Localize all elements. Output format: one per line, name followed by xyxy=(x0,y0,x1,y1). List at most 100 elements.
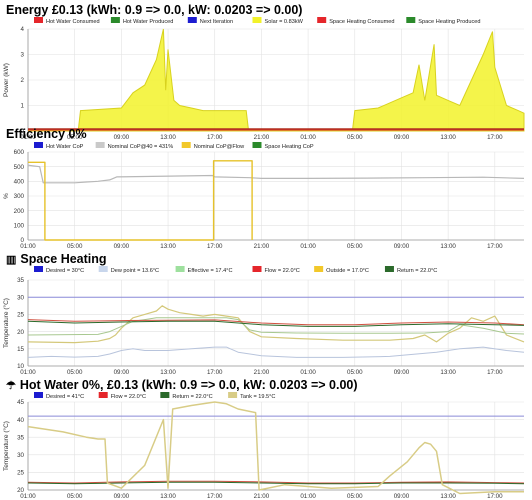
y-tick-label: 0 xyxy=(21,128,25,135)
x-tick-label: 09:00 xyxy=(114,134,130,140)
legend-swatch xyxy=(34,266,43,272)
x-tick-label: 17:00 xyxy=(207,493,223,500)
series-line xyxy=(27,164,525,184)
legend-label: Desired = 41°C xyxy=(46,394,84,400)
x-tick-label: 09:00 xyxy=(394,369,410,374)
series-line xyxy=(27,305,525,344)
y-tick-label: 35 xyxy=(17,277,24,284)
energy-title: Energy £0.13 (kWh: 0.9 => 0.0, kW: 0.020… xyxy=(6,3,303,17)
x-tick-label: 09:00 xyxy=(394,243,410,250)
y-tick-label: 4 xyxy=(21,26,25,33)
efficiency-chart: Hot Water CoP Nominal CoP@40 = 431% Nomina… xyxy=(3,142,525,250)
legend: Hot Water CoP Nominal CoP@40 = 431% Nomina… xyxy=(34,142,314,150)
x-tick-label: 05:00 xyxy=(347,493,363,500)
y-tick-label: 1 xyxy=(21,103,25,110)
series-line xyxy=(27,346,525,358)
legend-swatch xyxy=(98,266,108,272)
legend-swatch xyxy=(181,142,191,148)
legend-swatch xyxy=(252,142,262,148)
legend-item: Effective = 17.4°C xyxy=(175,266,233,274)
legend-label: Desired = 30°C xyxy=(46,268,84,274)
legend-swatch xyxy=(252,266,262,272)
radiator-icon: ▥ xyxy=(6,254,17,266)
x-tick-label: 01:00 xyxy=(300,369,316,374)
x-tick-label: 17:00 xyxy=(487,493,503,500)
legend-swatch xyxy=(228,392,238,398)
legend-swatch xyxy=(384,266,394,272)
x-tick-label: 17:00 xyxy=(487,134,503,140)
y-tick-label: 400 xyxy=(14,179,25,186)
series-line xyxy=(27,319,525,326)
legend-item: Hot Water CoP xyxy=(34,142,84,150)
x-tick-label: 05:00 xyxy=(67,134,83,140)
legend-item: Hot Water Consumed xyxy=(34,17,100,25)
legend-label: Nominal CoP@40 = 431% xyxy=(108,144,174,150)
grid: 10 15 20 25 30 35 01:00 05:00 09:00 13:00 17:00 21:… xyxy=(17,277,524,374)
x-tick-label: 01:00 xyxy=(20,243,36,250)
y-tick-label: 15 xyxy=(17,346,24,353)
legend-item: Outside = 17.0°C xyxy=(314,266,369,274)
legend-label: Flow = 22.0°C xyxy=(111,394,146,400)
legend-label: Space Heating Produced xyxy=(418,19,480,25)
space-heating-title-row: ▥ Space Heating xyxy=(6,252,107,266)
series-group xyxy=(27,401,525,495)
space-heating-title: Space Heating xyxy=(20,252,107,266)
y-tick-label: 25 xyxy=(17,312,24,319)
x-tick-label: 17:00 xyxy=(207,134,223,140)
series-group xyxy=(28,28,525,132)
series-line xyxy=(27,320,525,327)
legend-label: Space Heating Consumed xyxy=(329,19,394,25)
x-tick-label: 09:00 xyxy=(394,134,410,140)
x-tick-label: 13:00 xyxy=(440,243,456,250)
legend-swatch xyxy=(317,17,327,23)
legend-item: Solar = 0.83kW xyxy=(252,17,304,25)
y-tick-label: 45 xyxy=(17,399,24,406)
x-tick-label: 09:00 xyxy=(114,493,130,500)
legend-swatch xyxy=(110,17,120,23)
series-area xyxy=(28,28,525,132)
y-axis-label: Power (kW) xyxy=(3,63,10,97)
legend-item: Return = 22.0°C xyxy=(160,392,213,400)
legend-item: Nominal CoP@Flow xyxy=(181,142,245,150)
y-tick-label: 100 xyxy=(14,223,25,230)
legend-label: Return = 22.0°C xyxy=(397,268,437,274)
energy-chart: Hot Water Consumed Hot Water Produced Next… xyxy=(3,17,525,140)
x-tick-label: 01:00 xyxy=(300,134,316,140)
y-tick-label: 0 xyxy=(21,237,25,244)
legend-item: Desired = 30°C xyxy=(34,266,84,274)
legend-label: Hot Water CoP xyxy=(46,144,84,150)
x-tick-label: 17:00 xyxy=(207,369,223,374)
legend-label: Effective = 17.4°C xyxy=(188,268,233,274)
x-tick-label: 13:00 xyxy=(440,134,456,140)
y-tick-label: 500 xyxy=(14,164,25,171)
x-tick-label: 01:00 xyxy=(20,369,36,374)
x-tick-label: 13:00 xyxy=(440,493,456,500)
legend: Hot Water Consumed Hot Water Produced Next… xyxy=(34,17,481,25)
x-tick-label: 05:00 xyxy=(347,369,363,374)
legend-swatch xyxy=(406,17,416,23)
legend-swatch xyxy=(98,392,108,398)
y-tick-label: 40 xyxy=(17,417,24,424)
legend-item: Space Heating CoP xyxy=(252,142,314,150)
x-tick-label: 17:00 xyxy=(207,243,223,250)
x-tick-label: 21:00 xyxy=(254,369,270,374)
x-tick-label: 09:00 xyxy=(394,493,410,500)
x-tick-label: 05:00 xyxy=(67,369,83,374)
efficiency-title: Efficiency 0% xyxy=(6,127,87,141)
x-tick-label: 09:00 xyxy=(114,243,130,250)
legend-item: Tank = 19.5°C xyxy=(228,392,275,400)
x-tick-label: 05:00 xyxy=(347,134,363,140)
legend-item: Space Heating Produced xyxy=(406,17,481,25)
legend-swatch xyxy=(34,392,43,398)
x-tick-label: 13:00 xyxy=(160,243,176,250)
legend-label: Next Iteration xyxy=(200,19,233,25)
y-tick-label: 20 xyxy=(17,487,24,494)
y-axis-label: Temperature (°C) xyxy=(2,298,10,348)
hot-water-chart: Desired = 41°C Flow = 22.0°C Return = 22.0… xyxy=(2,392,525,500)
series-line xyxy=(28,160,253,241)
legend-swatch xyxy=(175,266,185,272)
y-tick-label: 25 xyxy=(17,470,24,477)
series-line xyxy=(27,480,525,484)
legend: Desired = 30°C Dew point = 13.6°C Effectiv… xyxy=(34,266,437,274)
legend-item: Flow = 22.0°C xyxy=(98,392,146,400)
